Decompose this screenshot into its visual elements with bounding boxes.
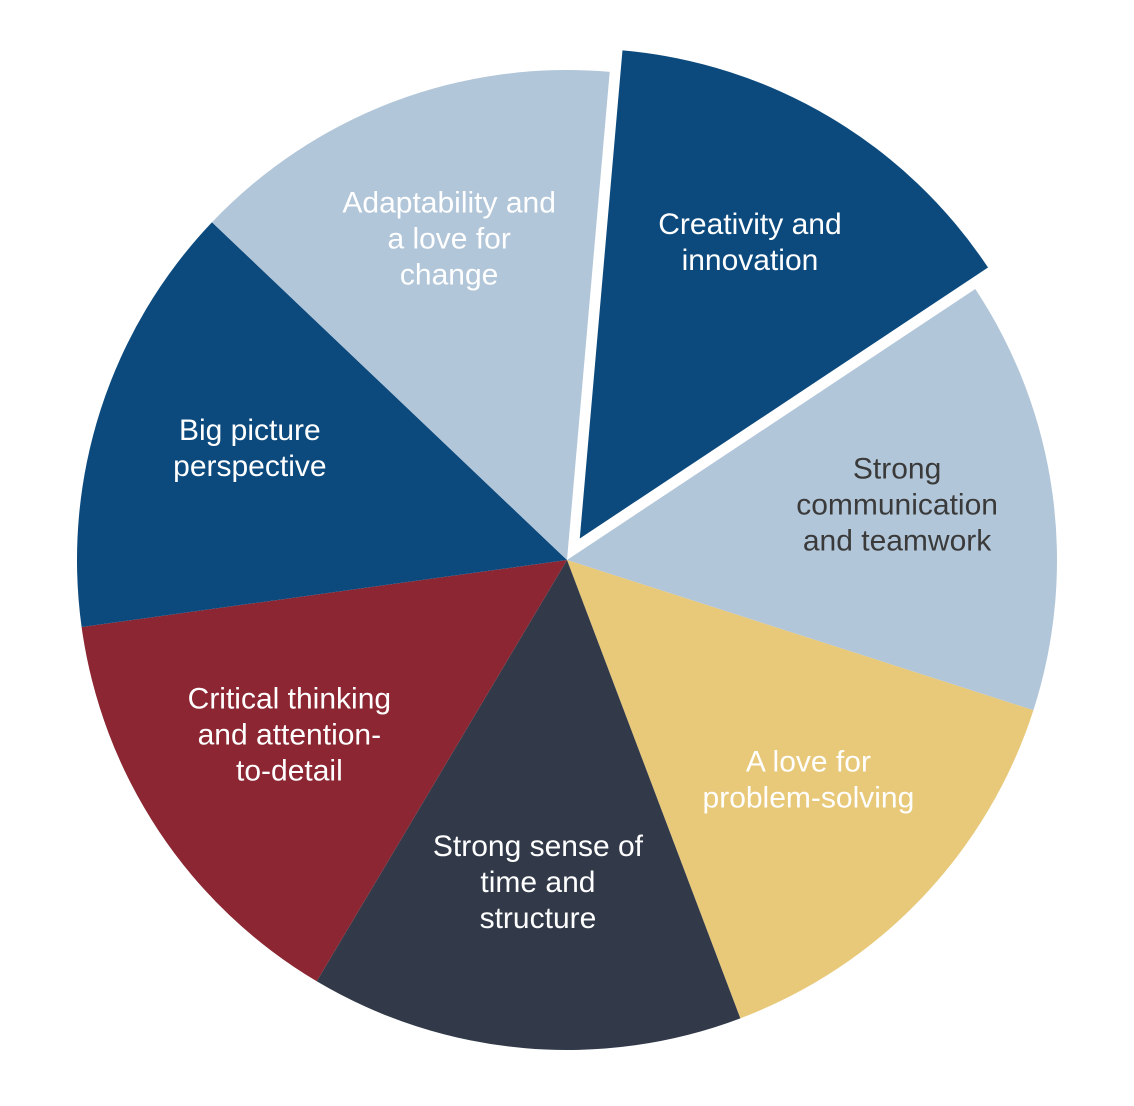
skills-pie-chart: Creativity andinnovation Strongcommunicat… <box>0 0 1134 1106</box>
pie-slice-label-line: structure <box>480 902 597 935</box>
pie-slice-label-line: time and <box>480 866 595 899</box>
pie-slice-label-line: and attention- <box>198 718 381 751</box>
pie-slice-label-line: to-detail <box>236 754 343 787</box>
pie-slice-label-line: Adaptability and <box>342 186 556 219</box>
pie-slice-label-line: change <box>400 258 498 291</box>
pie-slice-label-line: innovation <box>682 244 819 277</box>
pie-slice-label-line: A love for <box>746 746 871 779</box>
pie-slice-label-line: Creativity and <box>658 208 841 241</box>
pie-slice-label-line: and teamwork <box>803 524 992 557</box>
pie-slice-label-line: Strong <box>853 452 941 485</box>
pie-slice-label-line: Big picture <box>179 414 321 447</box>
pie-slice-label-line: communication <box>796 488 998 521</box>
pie-slice-label-line: perspective <box>173 450 326 483</box>
pie-slice-label-line: Strong sense of <box>433 830 644 863</box>
pie-slice-label-line: problem-solving <box>703 782 915 815</box>
pie-slice-label-line: a love for <box>387 222 510 255</box>
pie-slice-label-line: Critical thinking <box>188 682 391 715</box>
